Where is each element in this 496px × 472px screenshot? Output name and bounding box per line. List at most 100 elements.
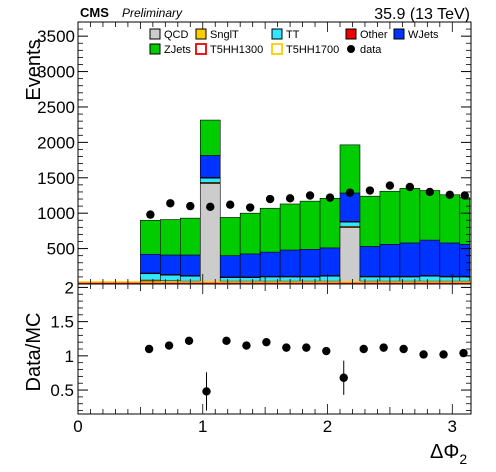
bar-zjets-0 <box>140 219 161 255</box>
ratio-point-10 <box>339 373 348 382</box>
bar-zjets-6 <box>259 207 281 253</box>
data-point-14 <box>425 187 435 197</box>
bar-wjets-6 <box>259 251 281 277</box>
bar-zjets-9 <box>319 198 341 249</box>
bar-tt-16 <box>459 276 471 282</box>
bar-zjets-3 <box>199 119 221 156</box>
ratio-points <box>144 336 468 411</box>
bar-zjets-15 <box>439 194 461 244</box>
data-point-10 <box>345 188 355 197</box>
ratio-y-tick-label-0: 0.5 <box>50 381 74 400</box>
ratio-point-1 <box>164 341 174 350</box>
main-panel: 500 1000 1500 2000 2500 3000 3500 Events <box>23 21 472 285</box>
bar-tt-6 <box>259 276 281 282</box>
ratio-point-7 <box>282 343 291 352</box>
legend-label-data: data <box>360 44 382 56</box>
data-point-3 <box>206 202 215 212</box>
bar-zjets-12 <box>379 190 401 245</box>
data-point-5 <box>245 203 255 212</box>
ratio-point-5 <box>242 341 251 350</box>
data-point-6 <box>265 194 275 204</box>
legend-label-snglt: SnglT <box>210 29 239 41</box>
ratio-point-13 <box>399 344 408 354</box>
bar-qcd-3 <box>199 183 221 285</box>
ratio-point-11 <box>359 344 368 354</box>
legend-label-tt: TT <box>286 29 300 41</box>
ratio-point-9 <box>322 346 331 356</box>
data-point-2 <box>186 201 195 211</box>
bar-wjets-12 <box>379 244 401 277</box>
bar-wjets-11 <box>359 246 381 277</box>
main-y-tick-label-1500: 1500 <box>37 169 75 188</box>
bar-tt-10 <box>339 221 361 227</box>
main-y-ticks: 500 1000 1500 2000 2500 3000 3500 <box>37 27 471 278</box>
data-point-4 <box>226 200 235 209</box>
ratio-point-8 <box>302 343 311 352</box>
ratio-point-2 <box>184 336 194 345</box>
legend-swatch-qcd <box>149 28 161 40</box>
legend-swatch-zjets <box>149 43 161 55</box>
x-axis-label-subscript: 2 <box>459 451 467 467</box>
ratio-x-ticks: 0 1 2 3 <box>73 284 457 436</box>
legend: QCD SnglT TT Other WJets ZJets T5HH1300 T5HH170… <box>149 28 439 56</box>
main-y-tick-label-500: 500 <box>47 240 75 259</box>
legend-label-t5hh1300: T5HH1300 <box>210 44 263 56</box>
bar-wjets-7 <box>279 249 301 277</box>
ratio-point-16 <box>459 348 468 358</box>
bar-zjets-1 <box>160 219 181 256</box>
legend-marker-data <box>347 45 355 53</box>
stacked-bars <box>78 119 471 285</box>
ratio-point-6 <box>262 337 271 347</box>
x-tick-label-3: 3 <box>448 417 457 436</box>
bar-wjets-2 <box>180 254 201 276</box>
legend-label-qcd: QCD <box>164 29 189 41</box>
bar-zjets-16 <box>459 197 471 245</box>
bar-zjets-5 <box>239 212 261 255</box>
data-point-12 <box>385 181 395 190</box>
data-point-7 <box>285 194 295 203</box>
data-point-15 <box>445 190 454 199</box>
bar-wjets-14 <box>419 239 441 276</box>
main-y-tick-label-1000: 1000 <box>37 204 75 223</box>
ratio-point-14 <box>419 350 428 359</box>
bar-wjets-4 <box>219 255 241 278</box>
legend-swatch-snglt <box>195 28 207 40</box>
bar-wjets-5 <box>239 253 261 278</box>
main-y-tick-label-2500: 2500 <box>37 98 75 117</box>
data-points <box>146 181 469 219</box>
x-tick-label-1: 1 <box>198 417 207 436</box>
data-point-8 <box>305 191 315 200</box>
ratio-point-12 <box>379 343 388 352</box>
bar-zjets-8 <box>299 200 321 250</box>
status-label: Preliminary <box>122 6 183 20</box>
lumi-label: 35.9 (13 TeV) <box>374 6 470 23</box>
data-point-9 <box>325 193 335 202</box>
main-y-tick-label-2000: 2000 <box>37 133 75 152</box>
bar-zjets-4 <box>219 217 241 256</box>
bar-tt-5 <box>239 277 261 282</box>
legend-label-t5hh1700: T5HH1700 <box>286 44 339 56</box>
ratio-point-3 <box>202 387 211 396</box>
legend-label-zjets: ZJets <box>164 44 191 56</box>
bar-zjets-11 <box>359 195 381 247</box>
bar-zjets-13 <box>399 188 421 244</box>
legend-swatch-wjets <box>393 28 405 40</box>
main-x-ticks <box>77 22 453 284</box>
main-y-tick-label-3500: 3500 <box>37 27 75 46</box>
legend-swatch-t5hh1700 <box>271 43 283 55</box>
legend-swatch-t5hh1300 <box>195 43 207 55</box>
bar-wjets-1 <box>160 254 181 275</box>
bar-tt-9 <box>319 275 341 282</box>
data-point-1 <box>166 199 175 208</box>
experiment-label: CMS <box>80 5 109 20</box>
bar-tt-11 <box>359 276 381 282</box>
bar-tt-4 <box>219 277 241 282</box>
ratio-y-tick-label-2: 1.5 <box>50 313 74 332</box>
legend-swatch-other <box>345 28 357 40</box>
bar-tt-1 <box>160 274 181 282</box>
bar-tt-0 <box>140 273 161 281</box>
data-point-13 <box>405 182 415 192</box>
ratio-point-15 <box>439 350 448 359</box>
bar-qcd-10 <box>339 227 361 285</box>
